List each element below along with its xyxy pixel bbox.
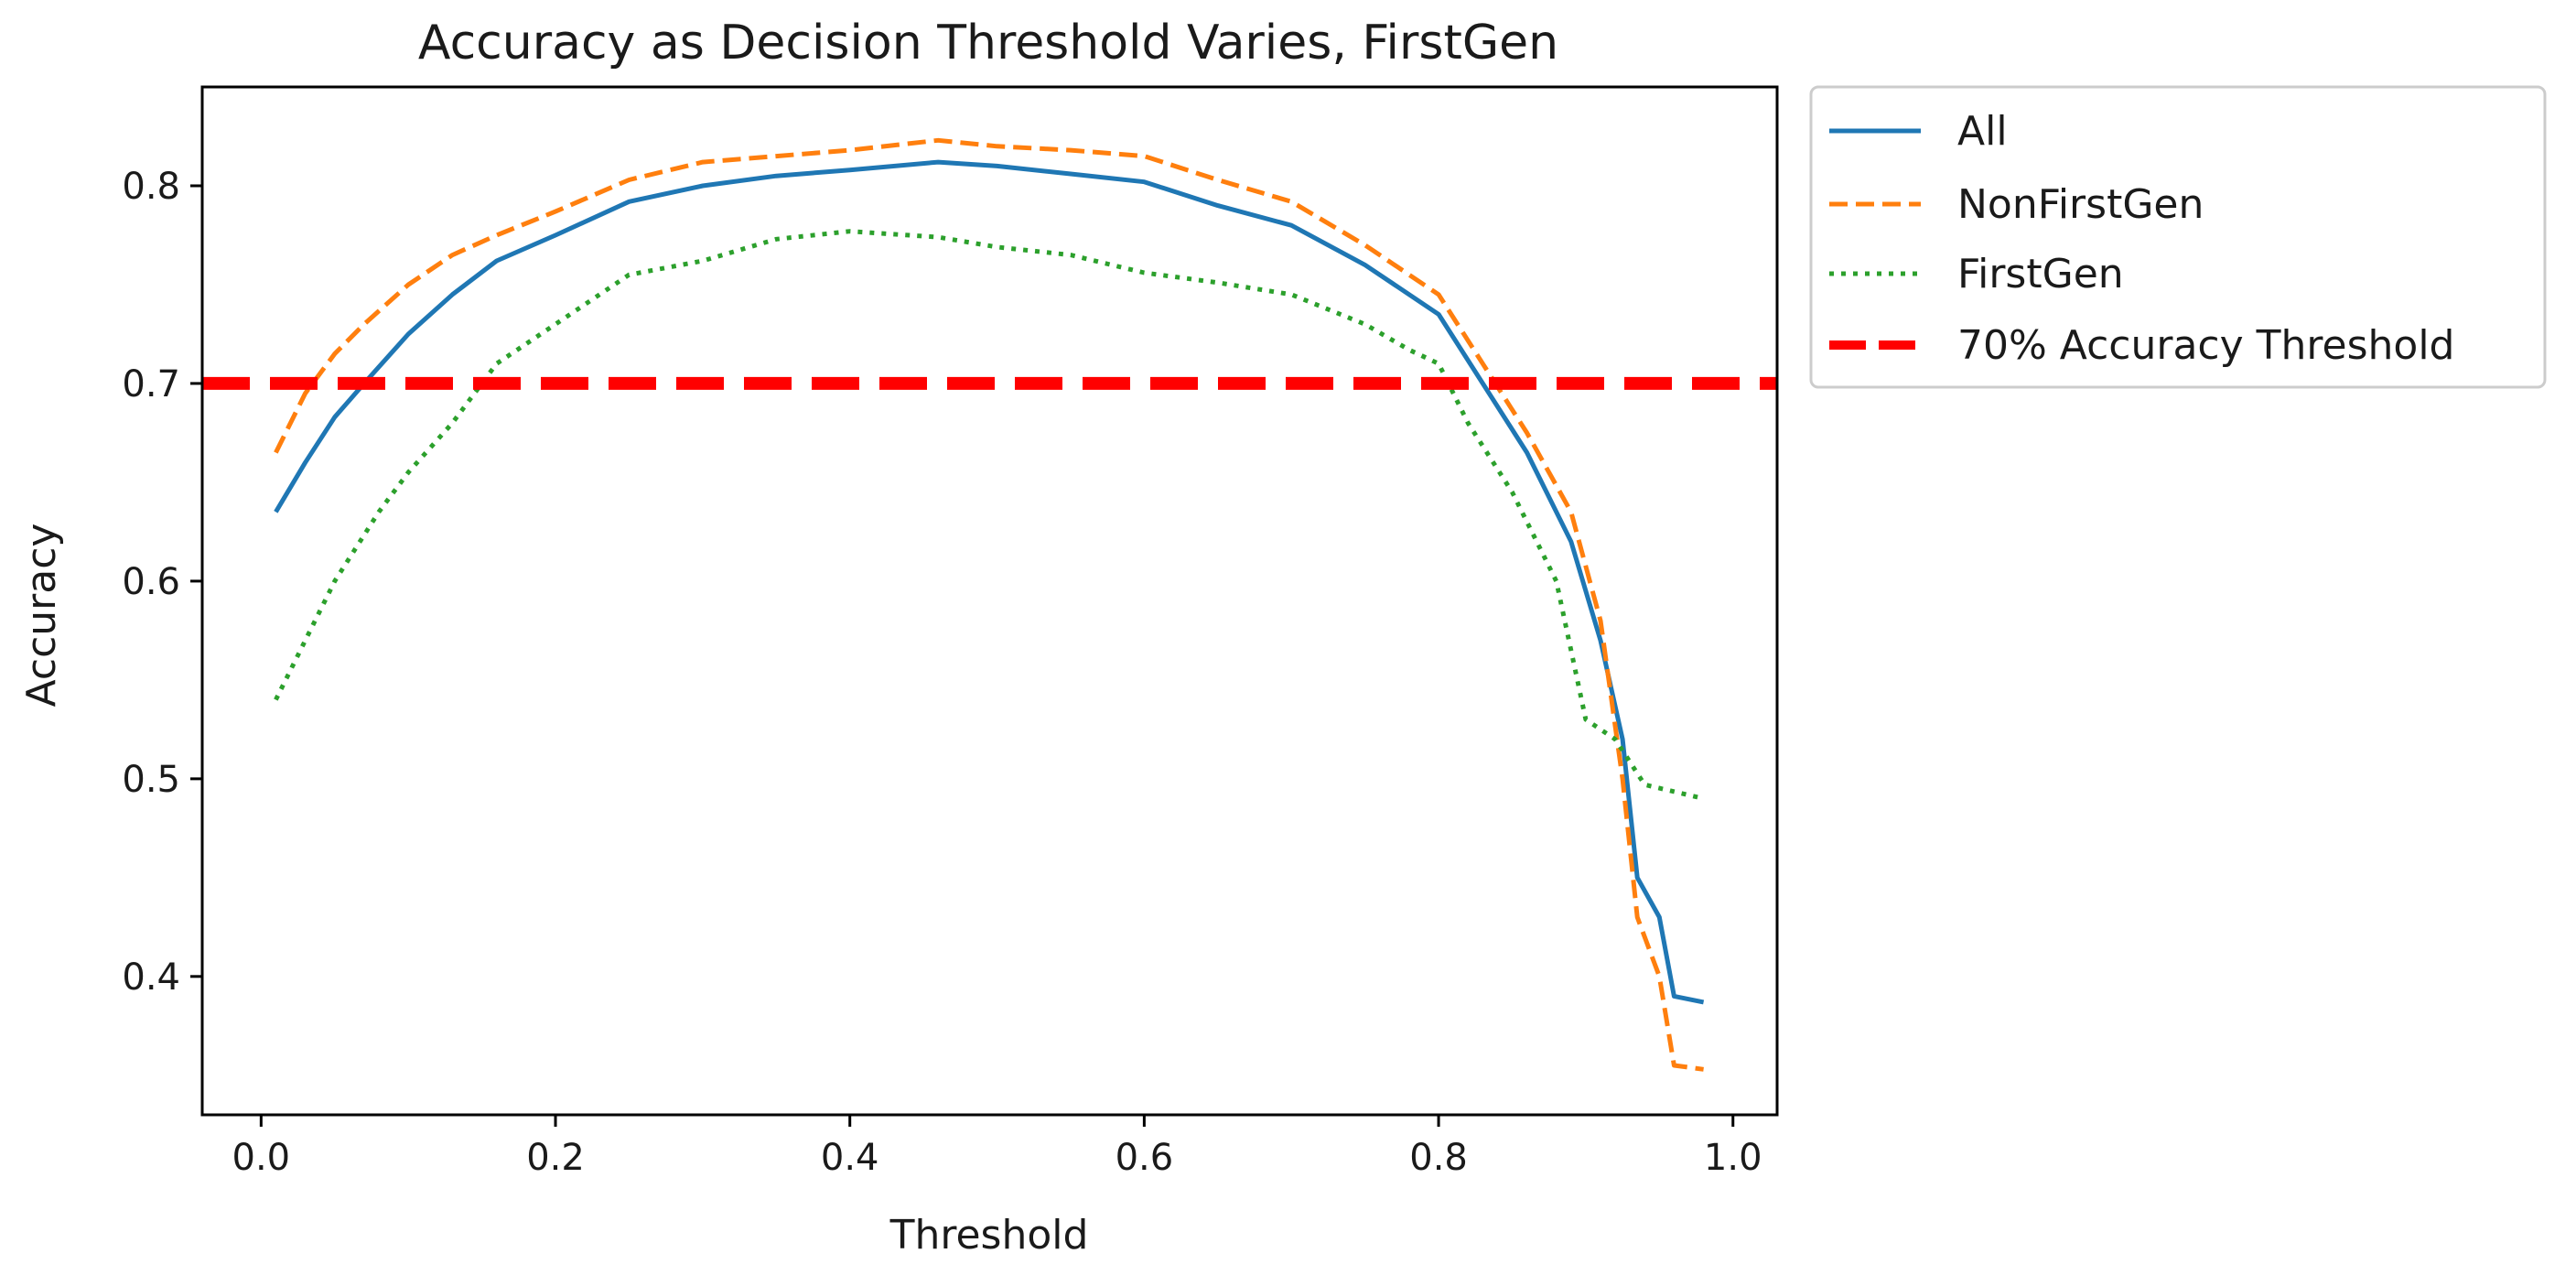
y-tick-label: 0.4 [122,956,180,999]
y-tick-label: 0.8 [122,166,180,208]
x-tick-label: 0.2 [526,1137,585,1179]
y-axis-label: Accuracy [18,524,65,708]
series-line-2 [274,229,1705,801]
legend: All NonFirstGen FirstGen 70% Accuracy Thres… [1809,85,2547,389]
x-tick-label: 1.0 [1704,1137,1762,1179]
x-tick-label: 0.4 [821,1137,879,1179]
legend-label-2: FirstGen [1957,251,2124,297]
legend-frame [1809,85,2547,389]
x-axis-label: Threshold [889,1212,1089,1259]
y-tick-label: 0.6 [122,561,180,603]
x-tick-label: 0.0 [232,1137,291,1179]
x-tick-label: 0.6 [1116,1137,1174,1179]
legend-label-3: 70% Accuracy Threshold [1957,322,2455,369]
legend-label-0: All [1957,108,2008,155]
plot-area-frame [200,85,1779,1117]
series-line-1 [274,137,1704,1072]
x-tick-label: 0.8 [1409,1137,1468,1179]
legend-label-1: NonFirstGen [1957,181,2204,228]
y-tick-label: 0.7 [122,363,180,405]
y-tick-label: 0.5 [122,759,180,801]
chart-title: Accuracy as Decision Threshold Varies, F… [418,16,1558,70]
